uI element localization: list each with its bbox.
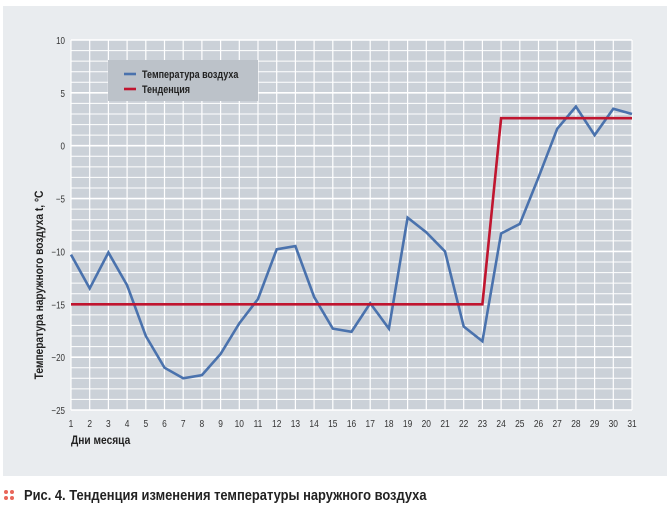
x-tick-label: 2 bbox=[87, 418, 92, 430]
x-tick-label: 31 bbox=[627, 418, 636, 430]
x-tick-label: 26 bbox=[534, 418, 543, 430]
y-tick-label: 0 bbox=[61, 141, 65, 152]
figure-caption: Рис. 4. Тенденция изменения температуры … bbox=[4, 484, 492, 506]
x-tick-label: 4 bbox=[125, 418, 130, 430]
legend-label: Тенденция bbox=[142, 84, 190, 96]
x-tick-label: 21 bbox=[440, 418, 449, 430]
legend-label: Температура воздуха bbox=[142, 69, 239, 81]
x-tick-label: 22 bbox=[459, 418, 468, 430]
x-tick-label: 19 bbox=[403, 418, 412, 430]
series-trend bbox=[71, 116, 632, 306]
x-tick-label: 20 bbox=[422, 418, 431, 430]
y-tick-label: −20 bbox=[51, 352, 65, 363]
x-tick-label: 8 bbox=[200, 418, 205, 430]
x-tick-label: 9 bbox=[218, 418, 223, 430]
y-axis-label: Температура наружного воздуха t, °C bbox=[33, 191, 46, 380]
caption-bullet-icon bbox=[4, 490, 14, 500]
y-tick-label: −10 bbox=[51, 247, 65, 258]
x-tick-label: 13 bbox=[291, 418, 300, 430]
x-tick-label: 5 bbox=[143, 418, 148, 430]
x-tick-label: 24 bbox=[496, 418, 505, 430]
y-tick-label: −25 bbox=[51, 405, 65, 416]
x-tick-label: 6 bbox=[162, 418, 167, 430]
y-tick-label: 5 bbox=[61, 88, 65, 99]
caption-text: Рис. 4. Тенденция изменения температуры … bbox=[24, 486, 427, 504]
y-tick-label: −5 bbox=[56, 194, 65, 205]
x-tick-label: 7 bbox=[181, 418, 186, 430]
y-tick-label: −15 bbox=[51, 299, 65, 310]
x-tick-label: 10 bbox=[235, 418, 244, 430]
x-tick-label: 28 bbox=[571, 418, 580, 430]
x-tick-label: 12 bbox=[272, 418, 281, 430]
x-axis-label: Дни месяца bbox=[71, 434, 131, 447]
x-tick-label: 16 bbox=[347, 418, 356, 430]
series-air-temperature bbox=[69, 104, 633, 380]
x-tick-label: 29 bbox=[590, 418, 599, 430]
x-tick-label: 14 bbox=[309, 418, 318, 430]
x-tick-label: 30 bbox=[609, 418, 618, 430]
x-tick-label: 27 bbox=[553, 418, 562, 430]
x-tick-label: 25 bbox=[515, 418, 524, 430]
x-tick-label: 15 bbox=[328, 418, 337, 430]
y-tick-label: 10 bbox=[56, 35, 65, 46]
x-tick-label: 18 bbox=[384, 418, 393, 430]
legend-box bbox=[108, 60, 258, 101]
x-tick-label: 11 bbox=[254, 418, 263, 430]
x-tick-label: 23 bbox=[478, 418, 487, 430]
x-tick-label: 17 bbox=[366, 418, 375, 430]
x-tick-label: 1 bbox=[69, 418, 74, 430]
x-tick-label: 3 bbox=[106, 418, 111, 430]
